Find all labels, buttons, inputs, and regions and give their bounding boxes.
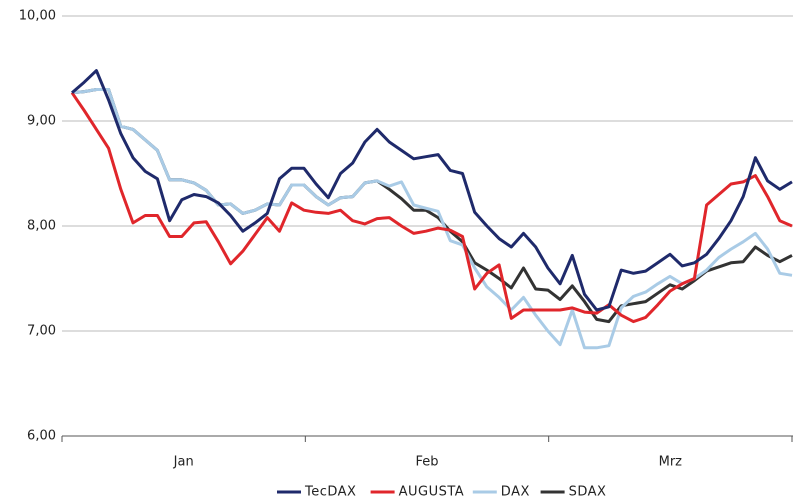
legend-label: TecDAX (304, 485, 356, 500)
series-line (71, 69, 793, 312)
legend-label: SDAX (569, 485, 607, 500)
series-line (71, 88, 793, 350)
y-tick-label: 6,00 (27, 429, 56, 444)
x-tick-label: Mrz (659, 455, 683, 470)
x-tick-label: Feb (415, 455, 438, 470)
x-tick-label: Jan (173, 455, 194, 470)
y-tick-label: 9,00 (27, 114, 56, 129)
y-tick-label: 10,00 (19, 9, 56, 24)
series-line (70, 91, 793, 324)
y-tick-label: 7,00 (27, 324, 56, 339)
legend-label: DAX (501, 485, 530, 500)
y-tick-label: 8,00 (27, 219, 56, 234)
legend-label: AUGUSTA (399, 485, 465, 500)
